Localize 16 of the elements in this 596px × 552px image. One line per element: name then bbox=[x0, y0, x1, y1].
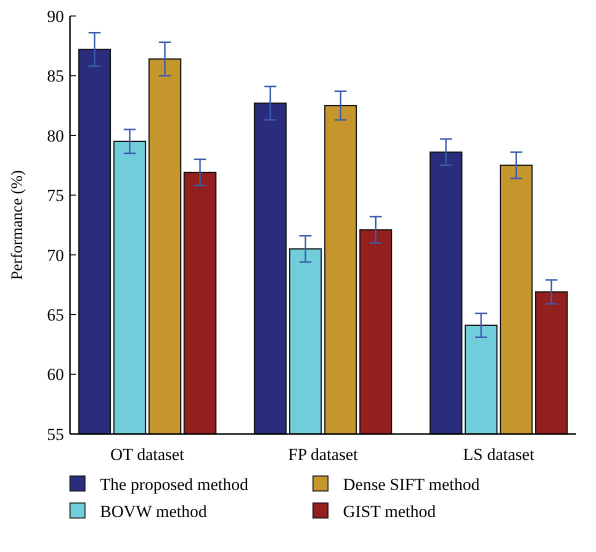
y-tick-label: 85 bbox=[47, 66, 64, 86]
y-tick-label: 75 bbox=[47, 186, 64, 206]
y-tick-label: 55 bbox=[47, 424, 64, 444]
legend-label: GIST method bbox=[343, 502, 436, 521]
y-axis-title: Performance (%) bbox=[9, 170, 26, 280]
y-tick-label: 90 bbox=[47, 6, 64, 26]
legend-label: BOVW method bbox=[100, 502, 208, 521]
x-tick-label: OT dataset bbox=[110, 445, 184, 464]
legend-label: Dense SIFT method bbox=[343, 474, 480, 494]
y-tick-label: 80 bbox=[47, 126, 64, 146]
x-tick-label: LS dataset bbox=[463, 445, 535, 464]
y-tick-label: 70 bbox=[47, 246, 64, 265]
y-tick-label: 65 bbox=[47, 306, 64, 325]
y-tick-label: 60 bbox=[47, 365, 64, 384]
legend-label: The proposed method bbox=[100, 474, 249, 494]
x-tick-label: FP dataset bbox=[288, 445, 358, 464]
